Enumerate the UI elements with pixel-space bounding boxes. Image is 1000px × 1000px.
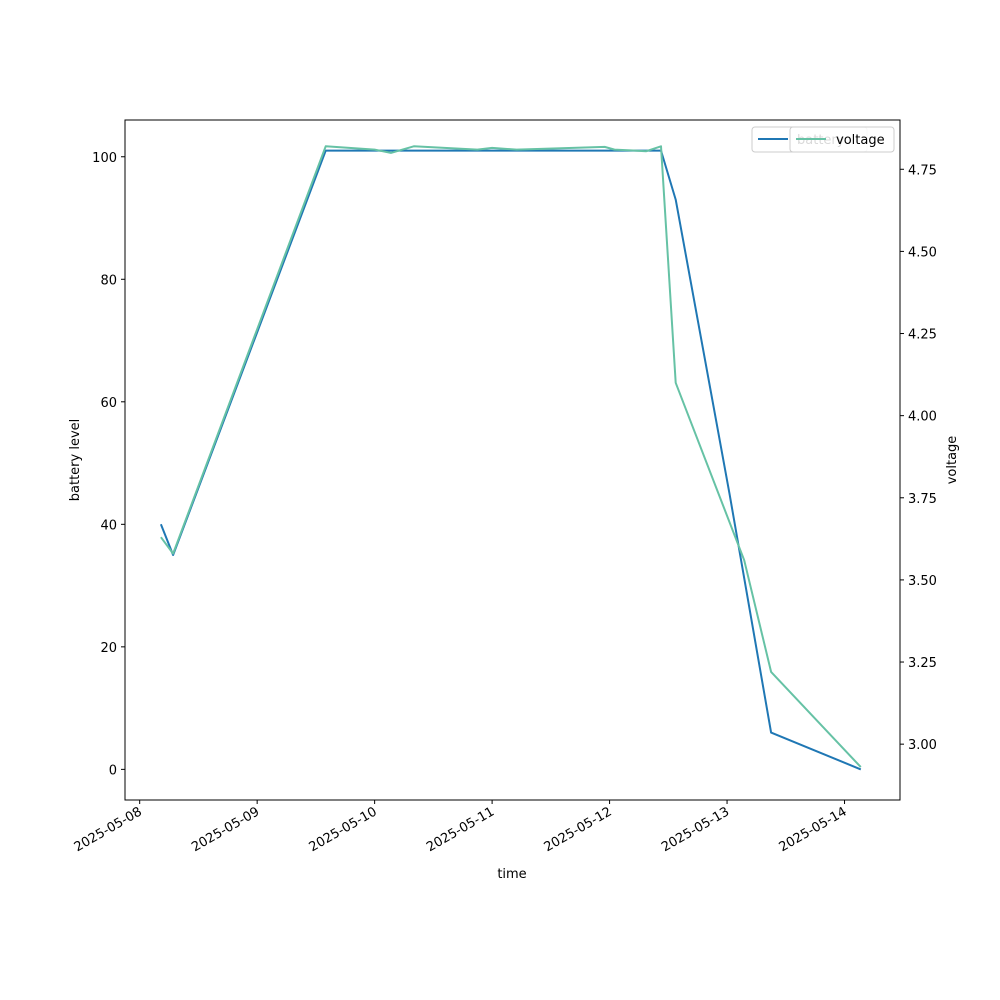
left-y-axis: 0 20 40 60 80 100 <box>92 151 125 778</box>
series-layer <box>159 145 862 771</box>
right-y-axis: 3.00 3.25 3.50 3.75 4.00 4.25 4.50 4.75 <box>900 163 937 753</box>
right-y-tick-label: 4.75 <box>908 163 937 178</box>
plot-area <box>124 119 901 801</box>
left-y-tick-label: 20 <box>100 641 117 656</box>
legend-box <box>789 126 895 153</box>
right-y-tick-label: 3.00 <box>908 738 937 753</box>
left-y-axis-label: battery level <box>68 419 83 502</box>
legend-label: voltage <box>836 133 885 148</box>
left-y-tick-label: 40 <box>100 518 117 533</box>
right-y-tick-label: 3.25 <box>908 656 937 671</box>
right-y-tick-label: 4.00 <box>908 410 937 425</box>
right-y-tick-label: 3.50 <box>908 574 937 589</box>
left-y-tick-label: 100 <box>92 151 117 166</box>
left-y-tick-label: 80 <box>100 273 117 288</box>
x-axis-label: time <box>497 867 526 882</box>
left-y-tick-label: 60 <box>100 396 117 411</box>
left-y-tick-label: 0 <box>109 763 117 778</box>
right-y-tick-label: 4.25 <box>908 328 937 343</box>
right-y-tick-label: 3.75 <box>908 492 937 507</box>
voltage-line <box>160 145 862 768</box>
right-y-axis-label: voltage <box>945 436 960 485</box>
legend-voltage: voltage <box>789 126 895 153</box>
right-y-tick-label: 4.50 <box>908 245 937 260</box>
